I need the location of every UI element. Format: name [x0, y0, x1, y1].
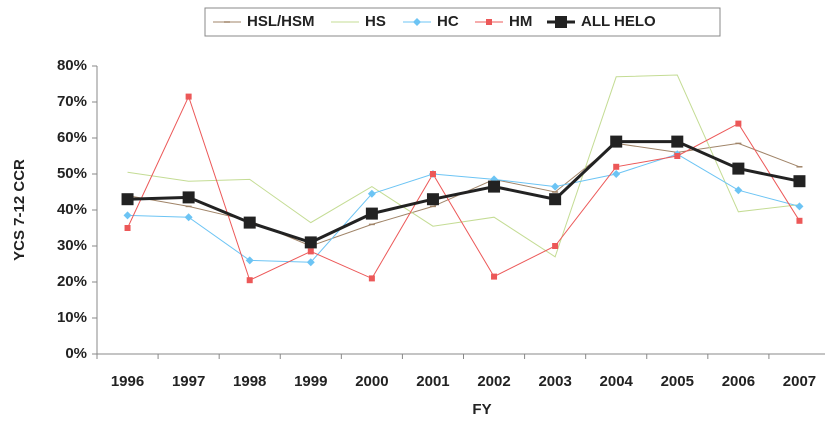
x-tick-label: 2000: [355, 373, 388, 390]
x-tick-label: 1997: [172, 373, 205, 390]
x-tick-label: 2005: [661, 373, 694, 390]
y-tick-label: 70%: [57, 93, 87, 110]
x-tick-label: 2006: [722, 373, 755, 390]
point: [674, 153, 681, 159]
point: [552, 243, 559, 249]
point: [732, 162, 745, 175]
series-line: [127, 95, 800, 281]
point: [793, 175, 806, 188]
point: [671, 135, 684, 148]
point: [491, 273, 498, 280]
x-tick-label: 2001: [416, 373, 449, 390]
x-tick-label: 2002: [477, 373, 510, 390]
y-tick-label: 80%: [57, 57, 87, 74]
point: [735, 120, 742, 127]
point: [243, 216, 256, 229]
point: [488, 180, 501, 193]
legend-label: HSL/HSM: [247, 13, 315, 30]
point: [734, 186, 743, 195]
x-tick-label: 2007: [783, 373, 816, 390]
point: [613, 163, 620, 170]
legend-marker: [413, 18, 421, 26]
point: [304, 236, 317, 249]
point: [121, 193, 134, 206]
point: [367, 189, 376, 198]
point: [307, 248, 314, 255]
series-line: [127, 140, 800, 245]
point: [795, 202, 804, 211]
legend-label: HS: [365, 13, 386, 30]
point: [368, 275, 375, 282]
legend-label: HM: [509, 13, 532, 30]
series-line: [127, 142, 800, 247]
point: [429, 171, 436, 177]
point: [306, 258, 315, 267]
point: [551, 182, 560, 191]
legend-label: ALL HELO: [581, 13, 656, 30]
point: [182, 191, 195, 204]
legend-marker: [555, 16, 567, 28]
point: [245, 256, 254, 265]
x-tick-label: 2003: [538, 373, 571, 390]
legend-label: HC: [437, 13, 459, 30]
legend-box: [204, 7, 721, 37]
point: [612, 170, 621, 178]
y-tick-label: 40%: [57, 201, 87, 218]
x-tick-label: 2004: [600, 373, 634, 390]
x-axis-title: FY: [472, 401, 491, 418]
y-tick-label: 0%: [65, 345, 87, 362]
point: [185, 93, 192, 100]
legend-marker: [486, 19, 492, 25]
y-tick-label: 20%: [57, 273, 87, 290]
point: [365, 207, 378, 220]
x-tick-label: 1999: [294, 373, 327, 390]
point: [184, 213, 193, 222]
series-line: [127, 153, 800, 263]
x-tick-label: 1998: [233, 373, 266, 390]
series-line: [127, 74, 800, 258]
x-tick-label: 1996: [111, 373, 144, 390]
point: [426, 193, 439, 206]
point: [549, 193, 562, 206]
point: [610, 135, 623, 148]
y-tick-label: 60%: [57, 129, 87, 146]
y-tick-label: 10%: [57, 309, 87, 326]
point: [123, 211, 132, 220]
point: [124, 225, 131, 231]
y-tick-label: 30%: [57, 237, 87, 254]
y-tick-label: 50%: [57, 165, 87, 182]
point: [796, 217, 803, 224]
y-axis-title: YCS 7-12 CCR: [11, 159, 28, 261]
point: [246, 277, 253, 284]
